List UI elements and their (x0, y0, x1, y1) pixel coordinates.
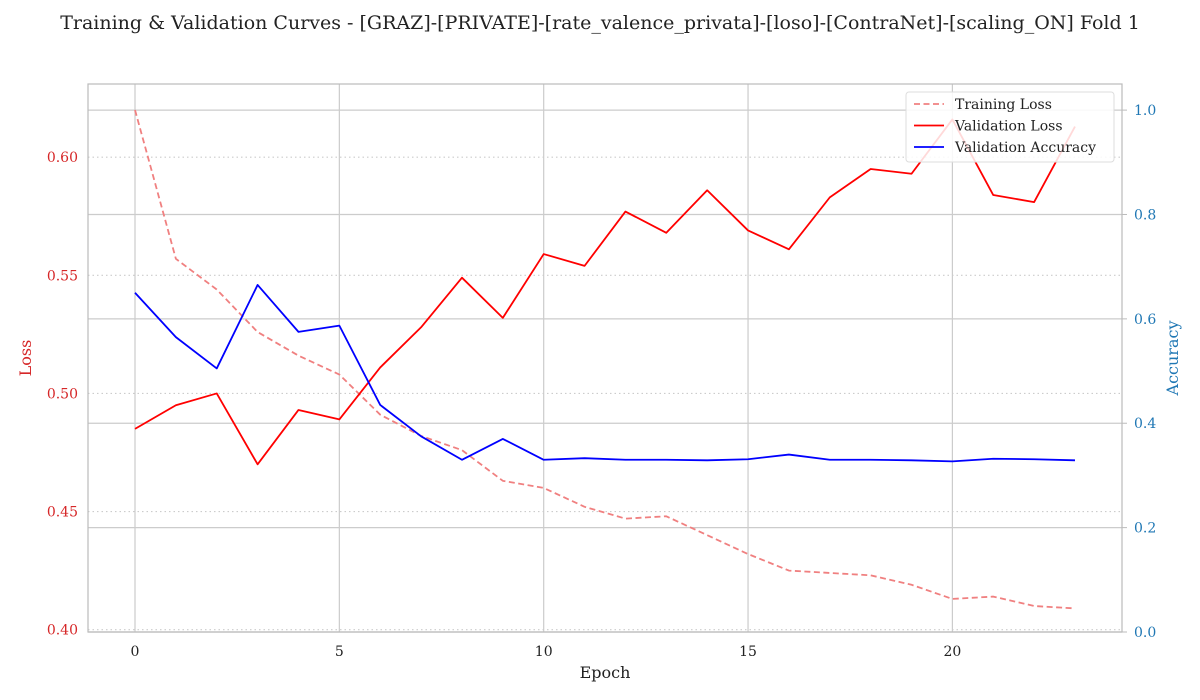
legend-label: Training Loss (955, 97, 1052, 113)
legend-label: Validation Loss (954, 119, 1063, 135)
right-y-tick-label: 1.0 (1134, 103, 1156, 119)
series-line-training-loss (134, 109, 1076, 610)
x-tick-label: 10 (535, 644, 553, 660)
series-layer (134, 109, 1076, 610)
right-y-tick-labels: 0.0 0.2 0.4 0.6 0.8 1.0 (1122, 103, 1156, 641)
right-y-tick-label: 0.2 (1134, 521, 1156, 537)
right-y-tick-label: 0.6 (1134, 312, 1156, 328)
right-y-grid (88, 109, 1122, 633)
left-y-tick-label: 0.50 (47, 386, 78, 402)
x-tick-label: 5 (335, 644, 344, 660)
right-y-axis-label: Accuracy (1163, 321, 1182, 397)
x-tick-label: 0 (131, 644, 140, 660)
left-y-axis-label: Loss (16, 340, 35, 377)
x-tick-label: 15 (739, 644, 757, 660)
right-y-tick-label: 0.8 (1134, 207, 1156, 223)
x-tick-label: 20 (943, 644, 961, 660)
chart-legend: Training Loss Validation Loss Validation A… (905, 91, 1115, 163)
left-y-tick-labels: 0.40 0.45 0.50 0.55 0.60 (47, 150, 78, 638)
series-line-validation-accuracy (134, 284, 1076, 463)
left-y-tick-label: 0.40 (47, 623, 78, 639)
left-y-tick-label: 0.45 (47, 505, 78, 521)
series-line-validation-loss (134, 118, 1076, 466)
left-y-tick-label: 0.60 (47, 150, 78, 166)
right-y-tick-label: 0.4 (1134, 416, 1156, 432)
left-y-tick-label: 0.55 (47, 268, 78, 284)
x-tick-labels: 0 5 10 15 20 (131, 644, 962, 660)
x-axis-label: Epoch (580, 663, 631, 682)
left-y-grid (88, 156, 1122, 631)
legend-box (905, 91, 1115, 163)
right-y-tick-label: 0.0 (1134, 625, 1156, 641)
chart-title: Training & Validation Curves - [GRAZ]-[P… (60, 12, 1140, 34)
plot-frame (87, 83, 1123, 633)
x-grid (134, 84, 953, 632)
legend-label: Validation Accuracy (954, 140, 1096, 156)
